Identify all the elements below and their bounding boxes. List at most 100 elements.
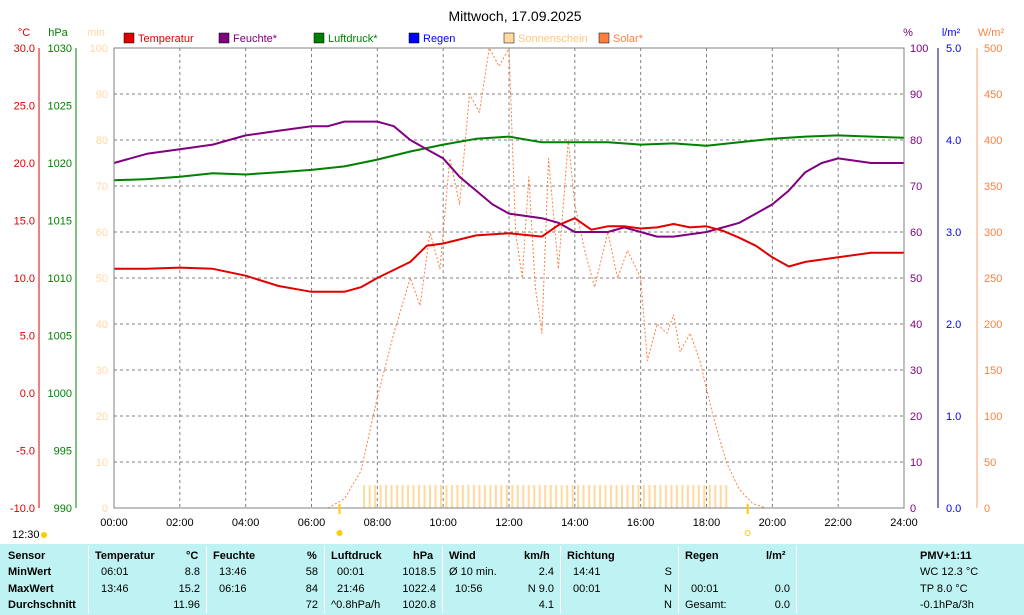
time-axis-tick: 22:00	[824, 517, 852, 529]
legend-swatch-0	[123, 32, 135, 44]
sunshine-bar	[714, 485, 717, 508]
rain-axis-tick: 3.0	[946, 227, 961, 239]
rain-unit: l/m²	[766, 550, 786, 562]
solar-axis-tick: 450	[984, 89, 1002, 101]
sunshine-bar	[456, 485, 459, 508]
sunshine-bar	[494, 485, 497, 508]
humidity-line	[113, 120, 904, 238]
noon-sun-icon	[41, 532, 47, 538]
sunshine-bar	[478, 485, 481, 508]
pressure-trend: ^0.8hPa/h	[331, 599, 381, 611]
sunshine-bar	[439, 485, 442, 508]
sunshine-bar	[379, 485, 382, 508]
sunshine-bar	[450, 485, 453, 508]
sunshine-bar	[472, 485, 475, 508]
direction-row2: N	[664, 583, 672, 595]
sunshine-bar	[593, 485, 596, 508]
sunshine-bar	[670, 485, 673, 508]
unit-sunshine: min	[87, 27, 105, 39]
wind-avg10: 2.4	[538, 566, 554, 578]
unit-temp: °C	[18, 27, 30, 39]
wind-max: N 9.0	[527, 583, 554, 595]
temp-min-time: 06:01	[101, 566, 129, 578]
humidity-axis-tick: 90	[910, 89, 922, 101]
time-axis-tick: 00:00	[100, 517, 128, 529]
row-label-avg: Durchschnitt	[8, 599, 76, 611]
rain-header: Regen	[685, 550, 719, 562]
wind-header: Wind	[449, 550, 476, 562]
temp-axis-tick: -10.0	[10, 503, 35, 515]
solar-axis-tick: 400	[984, 135, 1002, 147]
sunshine-bar	[725, 485, 728, 508]
sunshine-bar	[621, 485, 624, 508]
sunshine-bar	[703, 485, 706, 508]
sensor-header: Sensor	[8, 550, 46, 562]
temp-max-time: 13:46	[101, 583, 129, 595]
humidity-axis-tick: 30	[910, 365, 922, 377]
temp-max: 15.2	[178, 583, 200, 595]
solar-axis-tick: 350	[984, 181, 1002, 193]
temp-axis-tick: 5.0	[20, 331, 35, 343]
humidity-min-time: 13:46	[219, 566, 247, 578]
humidity-min: 58	[305, 566, 318, 578]
sunshine-bar	[549, 485, 552, 508]
solar-line	[327, 47, 766, 509]
solar-axis-tick: 0	[984, 503, 990, 515]
solar-axis-tick: 300	[984, 227, 1002, 239]
sunshine-bar	[626, 485, 629, 508]
legend-label-0: Temperatur	[138, 33, 194, 45]
sunshine-bar	[555, 485, 558, 508]
time-axis-tick: 04:00	[232, 517, 260, 529]
sunshine-bar	[489, 485, 492, 508]
legend-swatch-3	[408, 32, 420, 44]
humidity-max: 84	[305, 583, 318, 595]
legend-label-4: Sonnenschein	[518, 33, 588, 45]
sunshine-bar	[719, 485, 722, 508]
humidity-axis-tick: 80	[910, 135, 922, 147]
sunshine-bar	[461, 485, 464, 508]
sunshine-bar	[374, 485, 377, 508]
humidity-axis-tick: 50	[910, 273, 922, 285]
axis-labels: 30.025.020.015.010.05.00.0-5.0-10.010301…	[10, 43, 1002, 529]
humidity-axis-tick: 60	[910, 227, 922, 239]
time-axis-tick: 02:00	[166, 517, 194, 529]
rain-total: 0.0	[774, 599, 790, 611]
sunshine-bar	[467, 485, 470, 508]
time-axis-tick: 12:00	[495, 517, 523, 529]
sunshine-bar	[390, 485, 393, 508]
sunshine-bar	[429, 485, 431, 508]
sunshine-bar	[560, 485, 563, 508]
sunshine-bar	[516, 485, 519, 508]
temp-axis-tick: 25.0	[14, 101, 35, 113]
unit-pressure: hPa	[48, 27, 68, 39]
solar-axis-tick: 500	[984, 43, 1002, 55]
legend-label-3: Regen	[423, 33, 455, 45]
sunshine-bar	[533, 485, 536, 508]
sunshine-bar	[566, 485, 569, 508]
temp-axis-tick: 20.0	[14, 158, 35, 170]
wind-avg: 4.1	[538, 599, 554, 611]
direction-row1-time: 14:41	[573, 566, 601, 578]
direction-header: Richtung	[567, 550, 615, 562]
pressure-axis-tick: 1005	[48, 331, 72, 343]
humidity-unit: %	[307, 550, 317, 562]
sunshine-axis-tick: 20	[96, 411, 108, 423]
time-axis-tick: 18:00	[693, 517, 721, 529]
sunshine-bar	[511, 485, 514, 508]
pressure-axis-tick: 1000	[48, 388, 72, 400]
humidity-header: Feuchte	[213, 550, 256, 562]
sun-markers: 12:30	[12, 504, 751, 541]
pressure-axis-tick: 990	[54, 503, 72, 515]
rain-max: 0.0	[774, 583, 790, 595]
temp-axis-tick: 30.0	[14, 43, 35, 55]
pressure-unit: hPa	[413, 550, 434, 562]
pressure-axis-tick: 1010	[48, 273, 72, 285]
rain-axis-tick: 0.0	[946, 503, 961, 515]
humidity-axis-tick: 100	[910, 43, 928, 55]
rain-axis-tick: 2.0	[946, 319, 961, 331]
legend: Temperatur Feuchte* Luftdruck* Regen Sonnens…	[123, 32, 644, 45]
humidity-max-time: 06:16	[219, 583, 247, 595]
series-lines	[113, 47, 905, 509]
row-label-max: MaxWert	[8, 583, 54, 595]
pressure-max-time: 21:46	[337, 583, 365, 595]
